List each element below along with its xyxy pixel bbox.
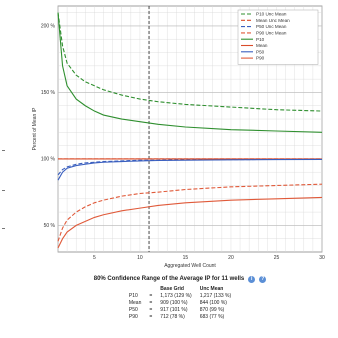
help-icon[interactable]: ? [259,275,267,283]
summary-cell: 683 (77 %) [199,314,225,320]
legend-entry: P90 Unc Mean [256,31,287,36]
series-line-p90 [57,196,323,249]
x-tick-label: 25 [274,255,280,261]
series-line-p10 [57,12,323,133]
summary-cell: P50 [128,307,138,313]
edge-mark [2,228,5,229]
summary-col-label [125,286,146,293]
summary-cell: 1,217 (133 %) [199,293,232,299]
series-line-p10-unc-mean [57,12,323,112]
summary-row-p10: P10 = 1,173 (129 %) 1,217 (133 %) [125,293,235,300]
legend-entry: P90 [256,56,265,61]
legend-entry: P10 [256,37,265,42]
edge-mark [2,190,5,191]
summary-cell: 844 (100 %) [199,300,227,306]
summary-table: Base Grid Unc Mean P10 = 1,173 (129 %) 1… [125,286,235,321]
summary-cell: = [149,314,153,320]
summary-col-base-grid: Base Grid [160,286,184,292]
summary-cell: 917 (101 %) [160,307,188,313]
confidence-summary: 80% Confidence Range of the Average IP f… [40,274,320,321]
summary-title: 80% Confidence Range of the Average IP f… [93,276,245,282]
y-axis-title: Percent of Mean IP [32,107,38,150]
x-tick-label: 5 [93,255,96,261]
y-tick-label: 50 % [44,223,56,229]
summary-cell: 870 (99 %) [199,307,225,313]
summary-cell: = [149,293,153,299]
summary-header-row: Base Grid Unc Mean [125,286,235,293]
summary-row-mean: Mean = 909 (100 %) 844 (100 %) [125,300,235,307]
summary-row-p50: P50 = 917 (101 %) 870 (99 %) [125,307,235,314]
x-tick-label: 20 [228,255,234,261]
summary-title-row: 80% Confidence Range of the Average IP f… [40,274,320,284]
y-tick-label: 100 % [41,157,56,163]
series-line-p90-unc-mean [57,183,323,242]
info-icon[interactable]: i [248,275,256,283]
legend-entry: Mean [256,43,268,48]
legend-entry: P50 [256,49,265,54]
x-tick-label: 10 [137,255,143,261]
x-tick-label: 30 [319,255,325,261]
legend-entry: P10 Unc Mean [256,12,287,17]
edge-mark [2,150,5,151]
summary-cell: = [149,300,153,306]
x-axis-title: Aggregated Well Count [164,263,216,269]
summary-cell: P10 [128,293,138,299]
y-tick-label: 200 % [41,24,56,30]
summary-row-p90: P90 = 712 (78 %) 683 (77 %) [125,314,235,321]
legend-entry: P50 Unc Mean [256,24,287,29]
summary-cell: 909 (100 %) [160,300,188,306]
summary-col-unc-mean: Unc Mean [199,286,224,292]
summary-cell: = [149,307,153,313]
summary-cell: 712 (78 %) [160,314,185,320]
summary-cell: Mean [128,300,142,306]
left-edge-marks [2,150,6,230]
summary-cell: 1,173 (129 %) [160,293,192,299]
legend-entry: Mean Unc Mean [256,18,290,23]
summary-cell: P90 [128,314,138,320]
y-tick-label: 150 % [41,90,56,96]
summary-col-eq [145,286,156,293]
x-tick-label: 15 [183,255,189,261]
series-line-p50 [57,158,323,181]
legend-box [237,9,319,65]
